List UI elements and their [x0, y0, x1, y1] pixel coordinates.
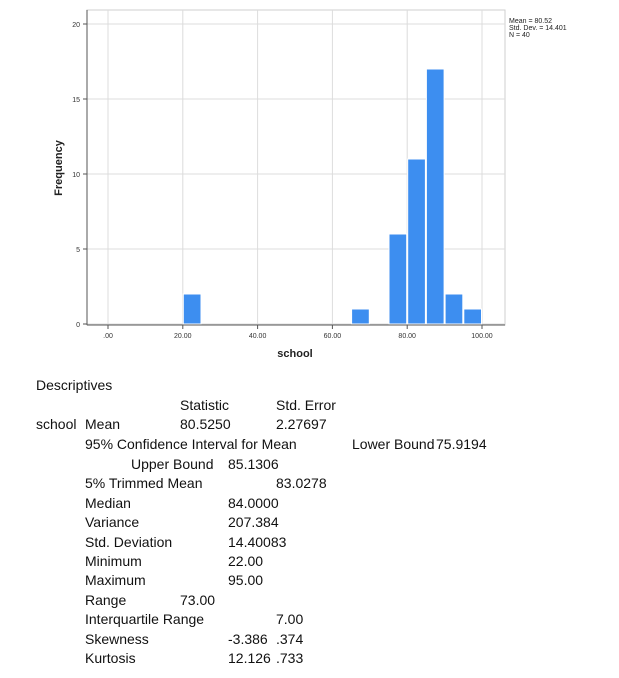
maximum-label: Maximum: [85, 572, 146, 588]
lower-bound-label: Lower Bound: [352, 436, 435, 452]
histogram-bar: [182, 293, 202, 325]
range-value: 73.00: [180, 592, 216, 608]
x-tick-label: 80.00: [398, 333, 416, 340]
legend-stat: N = 40: [509, 32, 530, 39]
lower-bound-value: 75.9194: [436, 436, 487, 452]
x-tick-label: 100.00: [471, 333, 493, 340]
x-tick-label: 40.00: [249, 333, 267, 340]
histogram-bar: [444, 293, 464, 325]
histogram-bar: [463, 308, 482, 325]
variance-label: Variance: [85, 514, 140, 530]
upper-bound-label: Upper Bound: [131, 456, 214, 472]
error-header: Std. Error: [276, 397, 336, 413]
trimmed-mean-value: 83.0278: [276, 475, 327, 491]
mean-error: 2.27697: [276, 416, 327, 432]
std-deviation-value: 14.40083: [228, 534, 287, 550]
iqr-value: 7.00: [276, 611, 304, 627]
minimum-label: Minimum: [85, 553, 142, 569]
x-tick-label: 20.00: [174, 333, 192, 340]
legend-stat: Mean = 80.52: [509, 18, 552, 25]
mean-value: 80.5250: [180, 416, 231, 432]
iqr-label: Interquartile Range: [85, 611, 205, 627]
y-axis-title: Frequency: [53, 139, 65, 196]
histogram-bar: [407, 158, 426, 325]
minimum-value: 22.00: [228, 553, 264, 569]
median-label: Median: [85, 495, 131, 511]
histogram-bar: [351, 308, 370, 325]
maximum-value: 95.00: [228, 572, 264, 588]
median-value: 84.0000: [228, 495, 279, 511]
y-tick-label: 15: [72, 97, 80, 104]
y-tick-label: 5: [76, 247, 80, 254]
upper-bound-value: 85.1306: [228, 456, 279, 472]
histogram-bar: [425, 68, 445, 325]
trimmed-mean-label: 5% Trimmed Mean: [85, 475, 203, 491]
histogram-bars: [182, 68, 482, 325]
std-deviation-label: Std. Deviation: [85, 534, 173, 550]
x-tick-label: .00: [103, 333, 113, 340]
variance-value: 207.384: [228, 514, 279, 530]
legend-stat: Std. Dev. = 14.401: [509, 25, 567, 32]
skewness-error: .374: [276, 631, 304, 647]
range-label: Range: [85, 592, 127, 608]
x-axis-title: school: [277, 348, 312, 360]
skewness-value: -3.386: [228, 631, 268, 647]
mean-label: Mean: [85, 416, 121, 432]
skewness-label: Skewness: [85, 631, 149, 647]
kurtosis-error: .733: [276, 650, 304, 666]
variable-label: school: [36, 416, 77, 432]
histogram-bar: [388, 233, 408, 325]
y-tick-label: 20: [72, 22, 80, 29]
y-tick-label: 0: [76, 322, 80, 329]
kurtosis-label: Kurtosis: [85, 650, 136, 666]
kurtosis-value: 12.126: [228, 650, 271, 666]
table-title: Descriptives: [36, 377, 113, 393]
x-tick-label: 60.00: [324, 333, 342, 340]
ci-label: 95% Confidence Interval for Mean: [85, 436, 297, 452]
statistic-header: Statistic: [180, 397, 230, 413]
y-tick-label: 10: [72, 172, 80, 179]
